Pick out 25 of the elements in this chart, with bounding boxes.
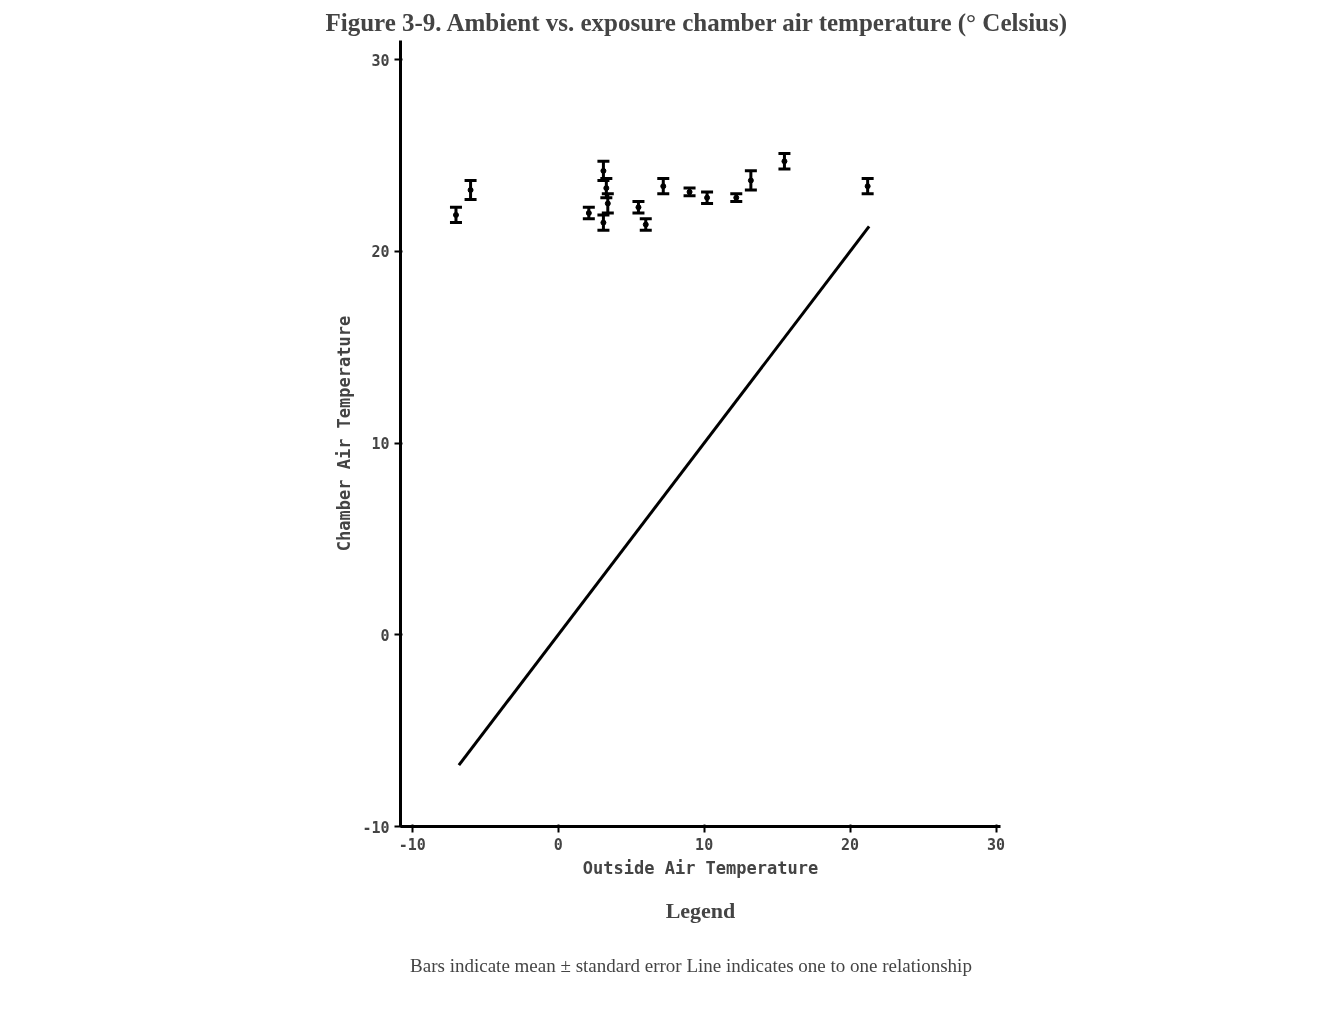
point	[452, 211, 459, 218]
x-tick-label: -10	[398, 835, 426, 854]
point	[603, 185, 610, 192]
y-tick-label: 20	[371, 243, 390, 262]
point	[600, 167, 607, 174]
x-tick-label: 10	[695, 835, 714, 854]
y-tick-label: 30	[371, 51, 390, 70]
y-tick-label: 0	[380, 626, 390, 645]
y-tick-label: 10	[371, 435, 390, 454]
chart-title: Figure 3-9. Ambient vs. exposure chamber air temperature (° Celsius)	[325, 8, 1068, 37]
point	[747, 177, 754, 184]
text: Bars indicate mean ± standard error Line indicates one to one relationship	[410, 954, 972, 976]
point	[781, 158, 788, 165]
x-tick-label: 30	[987, 835, 1006, 854]
point	[467, 187, 474, 194]
y-axis-title: Chamber Air Temperature	[334, 315, 355, 552]
point	[864, 183, 871, 190]
y-tick-label: -10	[362, 818, 390, 837]
point	[600, 219, 607, 226]
x-tick-label: 0	[553, 835, 563, 854]
point	[604, 200, 611, 207]
point	[660, 183, 667, 190]
x-tick-label: 20	[841, 835, 860, 854]
x-axis-title: Outside Air Temperature	[582, 857, 819, 878]
text: Legend	[665, 897, 736, 923]
